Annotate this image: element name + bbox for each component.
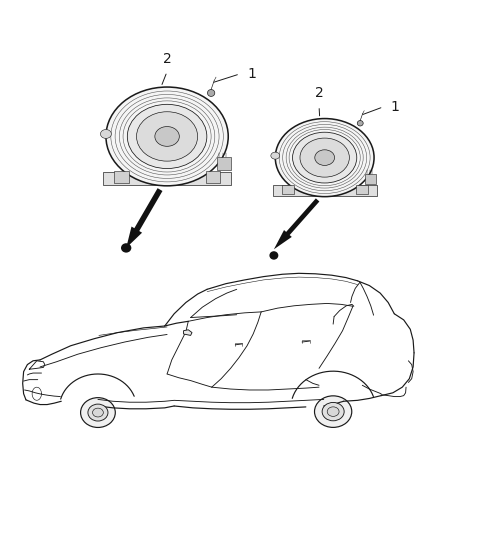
FancyBboxPatch shape <box>217 157 231 170</box>
Ellipse shape <box>155 127 180 146</box>
Ellipse shape <box>314 396 352 427</box>
Ellipse shape <box>93 408 103 417</box>
Ellipse shape <box>357 121 363 126</box>
Ellipse shape <box>207 89 215 96</box>
Ellipse shape <box>121 243 132 253</box>
Ellipse shape <box>276 118 374 196</box>
Ellipse shape <box>106 87 228 186</box>
Ellipse shape <box>271 152 280 159</box>
Polygon shape <box>274 199 319 249</box>
Ellipse shape <box>269 251 278 260</box>
Ellipse shape <box>100 129 111 138</box>
Ellipse shape <box>300 138 349 177</box>
FancyBboxPatch shape <box>273 186 376 196</box>
Text: 1: 1 <box>391 100 399 114</box>
FancyBboxPatch shape <box>282 185 294 194</box>
Ellipse shape <box>327 407 339 417</box>
Ellipse shape <box>88 404 108 421</box>
Polygon shape <box>183 330 192 335</box>
Polygon shape <box>126 188 162 248</box>
FancyBboxPatch shape <box>114 171 129 183</box>
Ellipse shape <box>81 398 115 427</box>
FancyBboxPatch shape <box>205 171 220 183</box>
Ellipse shape <box>293 132 357 183</box>
Ellipse shape <box>127 104 207 169</box>
FancyBboxPatch shape <box>356 185 368 194</box>
Ellipse shape <box>136 112 198 161</box>
FancyBboxPatch shape <box>103 171 231 186</box>
Text: 1: 1 <box>247 67 256 81</box>
FancyBboxPatch shape <box>365 174 376 184</box>
Text: 2: 2 <box>315 86 324 100</box>
Ellipse shape <box>322 403 344 421</box>
Text: 2: 2 <box>163 52 171 66</box>
Ellipse shape <box>315 150 335 166</box>
